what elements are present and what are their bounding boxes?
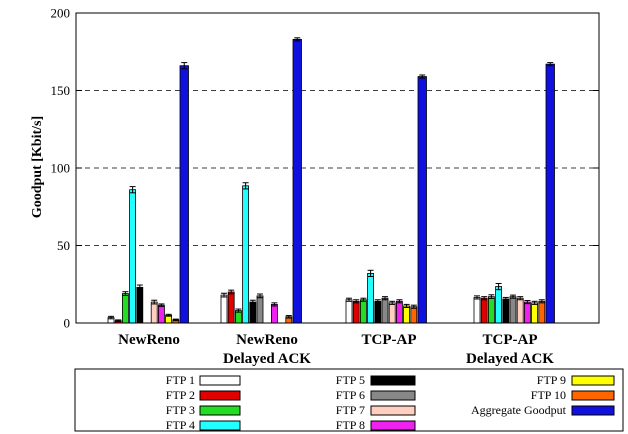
legend-swatch-ftp-9 (571, 375, 615, 386)
legend-label-ftp-5: FTP 5 (336, 373, 365, 387)
bar-2-ftp-6 (256, 295, 264, 324)
bar-1-ftp-5 (136, 286, 144, 324)
bar-3-ftp-3 (359, 299, 367, 324)
category-label-4-line-1: TCP-AP (483, 332, 538, 348)
category-label-2-line-1: NewReno (236, 332, 298, 348)
legend-swatch-ftp-2 (199, 390, 241, 401)
bar-4-ftp-1 (473, 297, 481, 324)
bar-1-aggregate-goodput (179, 65, 189, 324)
legend-label-ftp-2: FTP 2 (166, 388, 195, 402)
bar-4-ftp-2 (480, 297, 488, 324)
legend-label-ftp-10: FTP 10 (531, 388, 566, 402)
legend-swatch-aggregate-goodput (571, 405, 615, 416)
bar-4-ftp-7 (516, 297, 524, 324)
legend-label-ftp-1: FTP 1 (166, 373, 195, 387)
legend-swatch-ftp-1 (199, 375, 241, 386)
category-label-2-line-2: Delayed ACK (223, 351, 311, 367)
category-label-4-line-2: Delayed ACK (466, 351, 554, 367)
bar-2-ftp-4 (242, 185, 250, 324)
legend-box (74, 368, 624, 432)
y-tick-label-0: 0 (64, 316, 71, 331)
legend-swatch-ftp-4 (199, 420, 241, 431)
bar-4-ftp-8 (524, 301, 531, 324)
y-tick-label-150: 150 (51, 83, 71, 98)
legend-swatch-ftp-5 (370, 375, 416, 386)
bar-3-ftp-4 (367, 272, 375, 324)
bar-4-ftp-5 (502, 298, 510, 324)
bar-3-aggregate-goodput (417, 76, 427, 324)
category-labels: NewReno NewReno Delayed ACK TCP-AP TCP-AP Del… (118, 332, 554, 367)
bar-4-aggregate-goodput (545, 63, 555, 324)
legend-swatch-ftp-8 (370, 420, 416, 431)
legend-label-ftp-4: FTP 4 (166, 418, 195, 432)
legend-swatch-ftp-7 (370, 405, 416, 416)
grid-lines (76, 90, 599, 246)
bar-1-ftp-3 (122, 293, 129, 324)
bar-4-ftp-3 (487, 296, 495, 324)
category-label-1-line-1: NewReno (118, 332, 180, 348)
y-tick-labels: 0 50 100 150 200 (51, 6, 71, 331)
bar-3-ftp-10 (410, 306, 418, 324)
legend-label-ftp-6: FTP 6 (336, 388, 365, 402)
y-axis-label: Goodput [Kbit/s] (30, 116, 45, 218)
y-tick-label-100: 100 (51, 161, 71, 176)
y-tick-label-200: 200 (51, 6, 71, 21)
plot-frame (75, 12, 600, 324)
bar-3-ftp-8 (395, 300, 403, 324)
axes (75, 12, 600, 324)
bar-4-ftp-6 (509, 296, 517, 324)
bar-4-ftp-4 (495, 286, 503, 324)
bar-2-aggregate-goodput (292, 38, 302, 324)
bar-4-ftp-10 (538, 300, 546, 324)
category-label-3-line-1: TCP-AP (362, 332, 417, 348)
legend-swatch-ftp-10 (571, 390, 615, 401)
bar-2-ftp-1 (220, 294, 228, 324)
bar-3-ftp-6 (381, 297, 389, 324)
bar-1-ftp-4 (129, 189, 137, 324)
bar-3-ftp-2 (352, 300, 360, 324)
bar-1-ftp-7 (150, 301, 158, 324)
bar-2-ftp-2 (227, 291, 235, 324)
legend-swatch-ftp-3 (199, 405, 241, 416)
bars-layer (107, 37, 555, 324)
bar-4-ftp-9 (531, 302, 538, 324)
legend-label-aggregate-goodput: Aggregate Goodput (471, 403, 567, 417)
legend-label-ftp-9: FTP 9 (537, 373, 566, 387)
legend-swatch-ftp-6 (370, 390, 416, 401)
bar-3-ftp-9 (403, 305, 411, 324)
bar-1-ftp-8 (157, 304, 165, 324)
legend-label-ftp-7: FTP 7 (336, 403, 365, 417)
bar-3-ftp-1 (345, 299, 353, 324)
bar-3-ftp-5 (374, 300, 382, 324)
bar-3-ftp-7 (388, 302, 396, 324)
bar-2-ftp-8 (270, 303, 278, 324)
legend-label-ftp-8: FTP 8 (336, 418, 365, 432)
bar-2-ftp-5 (249, 301, 257, 324)
legend-label-ftp-3: FTP 3 (166, 403, 195, 417)
y-tick-label-50: 50 (57, 238, 70, 253)
